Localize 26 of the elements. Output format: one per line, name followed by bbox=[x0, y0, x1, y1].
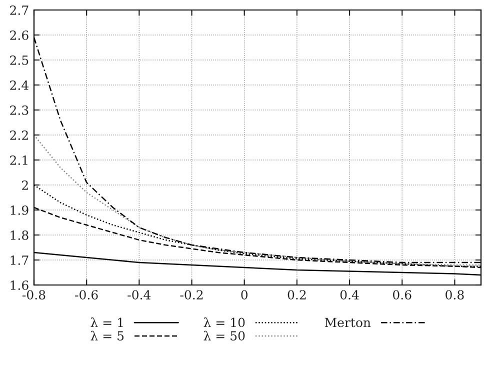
y-tick-label: 2.5 bbox=[10, 55, 28, 65]
y-tick-label: 2 bbox=[22, 180, 28, 190]
y-tick-label: 2.6 bbox=[10, 30, 28, 40]
x-tick-label: 0.8 bbox=[446, 290, 464, 300]
x-tick-label: -0.6 bbox=[75, 290, 98, 300]
legend-label: λ = 1 bbox=[90, 317, 123, 327]
y-tick-label: 2.3 bbox=[10, 105, 28, 115]
x-tick-label: -0.4 bbox=[128, 290, 151, 300]
y-tick-label: 2.4 bbox=[10, 80, 29, 90]
x-tick-label: 0.6 bbox=[393, 290, 412, 300]
legend-label: λ = 10 bbox=[204, 317, 245, 328]
y-tick-label: 1.7 bbox=[10, 255, 28, 265]
x-tick-label: 0.4 bbox=[340, 290, 359, 300]
legend-label: λ = 50 bbox=[204, 330, 245, 341]
y-tick-label: 2.7 bbox=[10, 5, 28, 15]
y-tick-label: 2.2 bbox=[10, 130, 28, 140]
x-tick-label: -0.8 bbox=[22, 290, 46, 300]
y-tick-label: 1.8 bbox=[10, 230, 28, 240]
legend-label: λ = 5 bbox=[90, 330, 124, 341]
legend-label: Merton bbox=[324, 318, 371, 328]
x-tick-label: -0.2 bbox=[180, 290, 203, 300]
x-tick-label: 0 bbox=[241, 290, 248, 300]
y-tick-label: 1.9 bbox=[10, 205, 28, 215]
y-tick-label: 2.1 bbox=[10, 155, 28, 165]
x-tick-label: 0.2 bbox=[288, 290, 306, 300]
y-tick-label: 1.6 bbox=[10, 280, 28, 290]
